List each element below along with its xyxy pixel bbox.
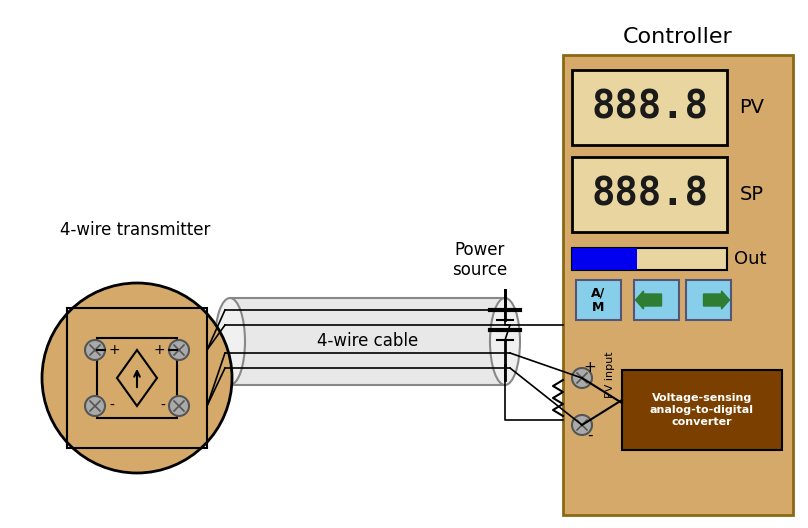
Ellipse shape [215,298,245,385]
FancyBboxPatch shape [576,280,621,320]
Text: +: + [109,343,120,357]
Bar [572,157,727,232]
Bar [572,248,637,270]
Text: PV input: PV input [605,351,615,398]
FancyBboxPatch shape [634,280,679,320]
FancyArrow shape [636,291,662,309]
Text: A/
M: A/ M [591,286,606,314]
Text: +: + [154,343,165,357]
Circle shape [169,396,189,416]
Text: +: + [583,361,596,375]
Bar [230,298,505,385]
Ellipse shape [490,298,520,385]
Text: 4-wire cable: 4-wire cable [317,333,418,351]
Text: Power
source: Power source [452,241,507,279]
Circle shape [85,396,105,416]
Circle shape [85,340,105,360]
Text: -: - [587,428,593,442]
Circle shape [572,368,592,388]
Text: Out: Out [734,250,766,268]
Text: 888.8: 888.8 [591,175,708,213]
Circle shape [572,415,592,435]
FancyArrow shape [704,291,730,309]
Text: Controller: Controller [623,27,733,47]
Text: -: - [160,399,165,413]
Bar [572,70,727,145]
FancyBboxPatch shape [563,55,793,515]
Circle shape [169,340,189,360]
Bar [97,338,177,418]
Bar [622,370,782,450]
Text: Voltage-sensing
analog-to-digital
converter: Voltage-sensing analog-to-digital conver… [650,393,754,427]
Text: SP: SP [740,185,764,204]
Text: -: - [109,399,114,413]
Text: 888.8: 888.8 [591,89,708,127]
Bar [67,308,207,448]
Bar [572,248,727,270]
FancyBboxPatch shape [686,280,731,320]
Text: PV: PV [739,98,764,117]
Text: 4-wire transmitter: 4-wire transmitter [60,221,210,239]
Circle shape [42,283,232,473]
